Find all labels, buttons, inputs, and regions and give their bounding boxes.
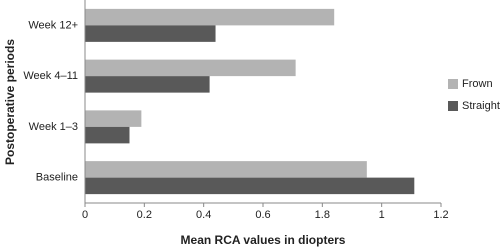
bar [85, 110, 142, 127]
x-tick-label: 0.4 [196, 209, 211, 221]
y-tick-label: Week 4–11 [23, 70, 78, 82]
x-tick-label: 0 [82, 209, 88, 221]
legend-swatch [448, 79, 458, 89]
legend-label: Frown [462, 78, 493, 90]
legend-label: Straight [462, 100, 500, 112]
bar [85, 8, 335, 26]
x-tick-label: 0.2 [137, 209, 152, 221]
bar [85, 76, 210, 93]
bar [85, 126, 130, 144]
bar [85, 161, 367, 178]
y-tick-label: Baseline [36, 172, 78, 184]
x-tick-label: 1.8 [315, 209, 330, 221]
bar [85, 25, 216, 42]
legend-swatch [448, 101, 458, 111]
y-tick-label: Week 1–3 [29, 121, 78, 133]
x-axis-title: Mean RCA values in diopters [181, 233, 346, 247]
y-axis-title: Postoperative periods [3, 39, 17, 165]
x-tick-label: 1 [379, 209, 385, 221]
bar [85, 177, 415, 195]
x-tick-label: 1.2 [433, 209, 448, 221]
x-tick-label: 0.6 [255, 209, 270, 221]
bar [85, 59, 296, 77]
y-tick-label: Week 12+ [28, 19, 78, 31]
